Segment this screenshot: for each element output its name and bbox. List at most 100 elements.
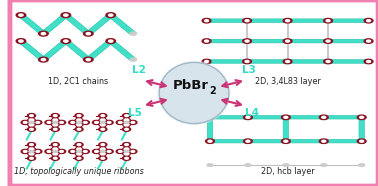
Text: L3: L3 — [242, 65, 256, 75]
Circle shape — [76, 121, 82, 124]
Circle shape — [319, 115, 328, 120]
FancyBboxPatch shape — [327, 19, 370, 23]
Circle shape — [286, 60, 290, 62]
Circle shape — [64, 40, 68, 42]
Circle shape — [28, 127, 36, 131]
Circle shape — [364, 59, 373, 64]
Circle shape — [61, 39, 71, 44]
Text: PbBr: PbBr — [173, 79, 209, 92]
Circle shape — [245, 60, 249, 62]
Text: L4: L4 — [245, 108, 259, 118]
Circle shape — [324, 39, 333, 43]
Circle shape — [28, 143, 36, 147]
FancyBboxPatch shape — [246, 39, 289, 43]
Circle shape — [77, 157, 81, 159]
FancyBboxPatch shape — [287, 39, 329, 43]
Circle shape — [101, 128, 105, 130]
Circle shape — [107, 121, 111, 123]
Circle shape — [364, 18, 373, 23]
FancyBboxPatch shape — [246, 60, 289, 63]
Circle shape — [16, 39, 26, 44]
Circle shape — [367, 40, 370, 42]
Circle shape — [130, 58, 137, 62]
Circle shape — [286, 20, 290, 22]
Text: 1D, topologically unique ribbons: 1D, topologically unique ribbons — [14, 167, 143, 177]
Circle shape — [107, 150, 111, 152]
Circle shape — [101, 157, 105, 159]
Circle shape — [357, 115, 366, 120]
FancyBboxPatch shape — [287, 19, 329, 23]
FancyBboxPatch shape — [85, 40, 114, 61]
Circle shape — [51, 143, 59, 147]
Circle shape — [245, 163, 251, 167]
Circle shape — [326, 20, 330, 22]
Circle shape — [243, 139, 253, 143]
Circle shape — [19, 40, 23, 42]
Circle shape — [84, 121, 87, 123]
Circle shape — [94, 150, 98, 152]
Circle shape — [57, 120, 66, 124]
Circle shape — [243, 18, 251, 23]
Circle shape — [108, 14, 113, 16]
Circle shape — [29, 121, 34, 124]
Circle shape — [204, 60, 209, 62]
Circle shape — [61, 13, 71, 17]
Circle shape — [208, 140, 212, 142]
FancyBboxPatch shape — [18, 14, 46, 35]
FancyBboxPatch shape — [247, 140, 287, 143]
Circle shape — [100, 150, 106, 153]
Circle shape — [118, 150, 122, 152]
FancyBboxPatch shape — [246, 19, 289, 23]
FancyBboxPatch shape — [283, 117, 288, 142]
Circle shape — [322, 116, 326, 118]
Circle shape — [47, 121, 51, 123]
Circle shape — [93, 120, 101, 124]
Circle shape — [324, 18, 333, 23]
FancyBboxPatch shape — [323, 116, 363, 119]
Circle shape — [60, 150, 64, 152]
FancyBboxPatch shape — [40, 40, 69, 61]
FancyBboxPatch shape — [327, 39, 370, 43]
Circle shape — [86, 33, 90, 35]
Circle shape — [326, 40, 330, 42]
FancyBboxPatch shape — [107, 14, 136, 35]
Circle shape — [94, 121, 98, 123]
Circle shape — [284, 116, 288, 118]
Circle shape — [282, 115, 290, 120]
FancyBboxPatch shape — [359, 117, 364, 142]
Circle shape — [99, 114, 107, 118]
Circle shape — [106, 39, 116, 44]
Ellipse shape — [159, 62, 229, 124]
Circle shape — [204, 20, 209, 22]
Circle shape — [77, 115, 81, 117]
FancyBboxPatch shape — [285, 140, 325, 143]
Circle shape — [69, 120, 77, 124]
Circle shape — [101, 115, 105, 117]
Circle shape — [21, 120, 29, 124]
Circle shape — [204, 40, 209, 42]
Circle shape — [116, 120, 124, 124]
Circle shape — [60, 121, 64, 123]
Circle shape — [84, 31, 93, 36]
Circle shape — [357, 139, 366, 143]
Ellipse shape — [158, 61, 231, 125]
Circle shape — [206, 139, 214, 143]
Circle shape — [202, 59, 211, 64]
Circle shape — [326, 60, 330, 62]
Circle shape — [75, 143, 83, 147]
Circle shape — [367, 60, 370, 62]
Circle shape — [99, 127, 107, 131]
Circle shape — [86, 59, 90, 61]
Circle shape — [125, 157, 129, 159]
FancyBboxPatch shape — [206, 39, 248, 43]
Circle shape — [30, 157, 33, 159]
Circle shape — [34, 149, 42, 153]
Circle shape — [116, 149, 124, 153]
Circle shape — [84, 57, 93, 62]
Circle shape — [34, 120, 42, 124]
Circle shape — [106, 13, 116, 17]
Circle shape — [284, 140, 288, 142]
FancyBboxPatch shape — [323, 140, 363, 143]
Circle shape — [81, 149, 89, 153]
FancyBboxPatch shape — [209, 140, 249, 143]
